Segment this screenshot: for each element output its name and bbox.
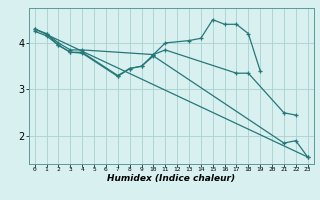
X-axis label: Humidex (Indice chaleur): Humidex (Indice chaleur) bbox=[107, 174, 235, 183]
